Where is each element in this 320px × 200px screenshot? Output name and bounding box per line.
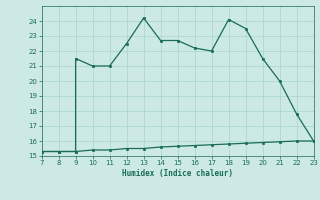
- X-axis label: Humidex (Indice chaleur): Humidex (Indice chaleur): [122, 169, 233, 178]
